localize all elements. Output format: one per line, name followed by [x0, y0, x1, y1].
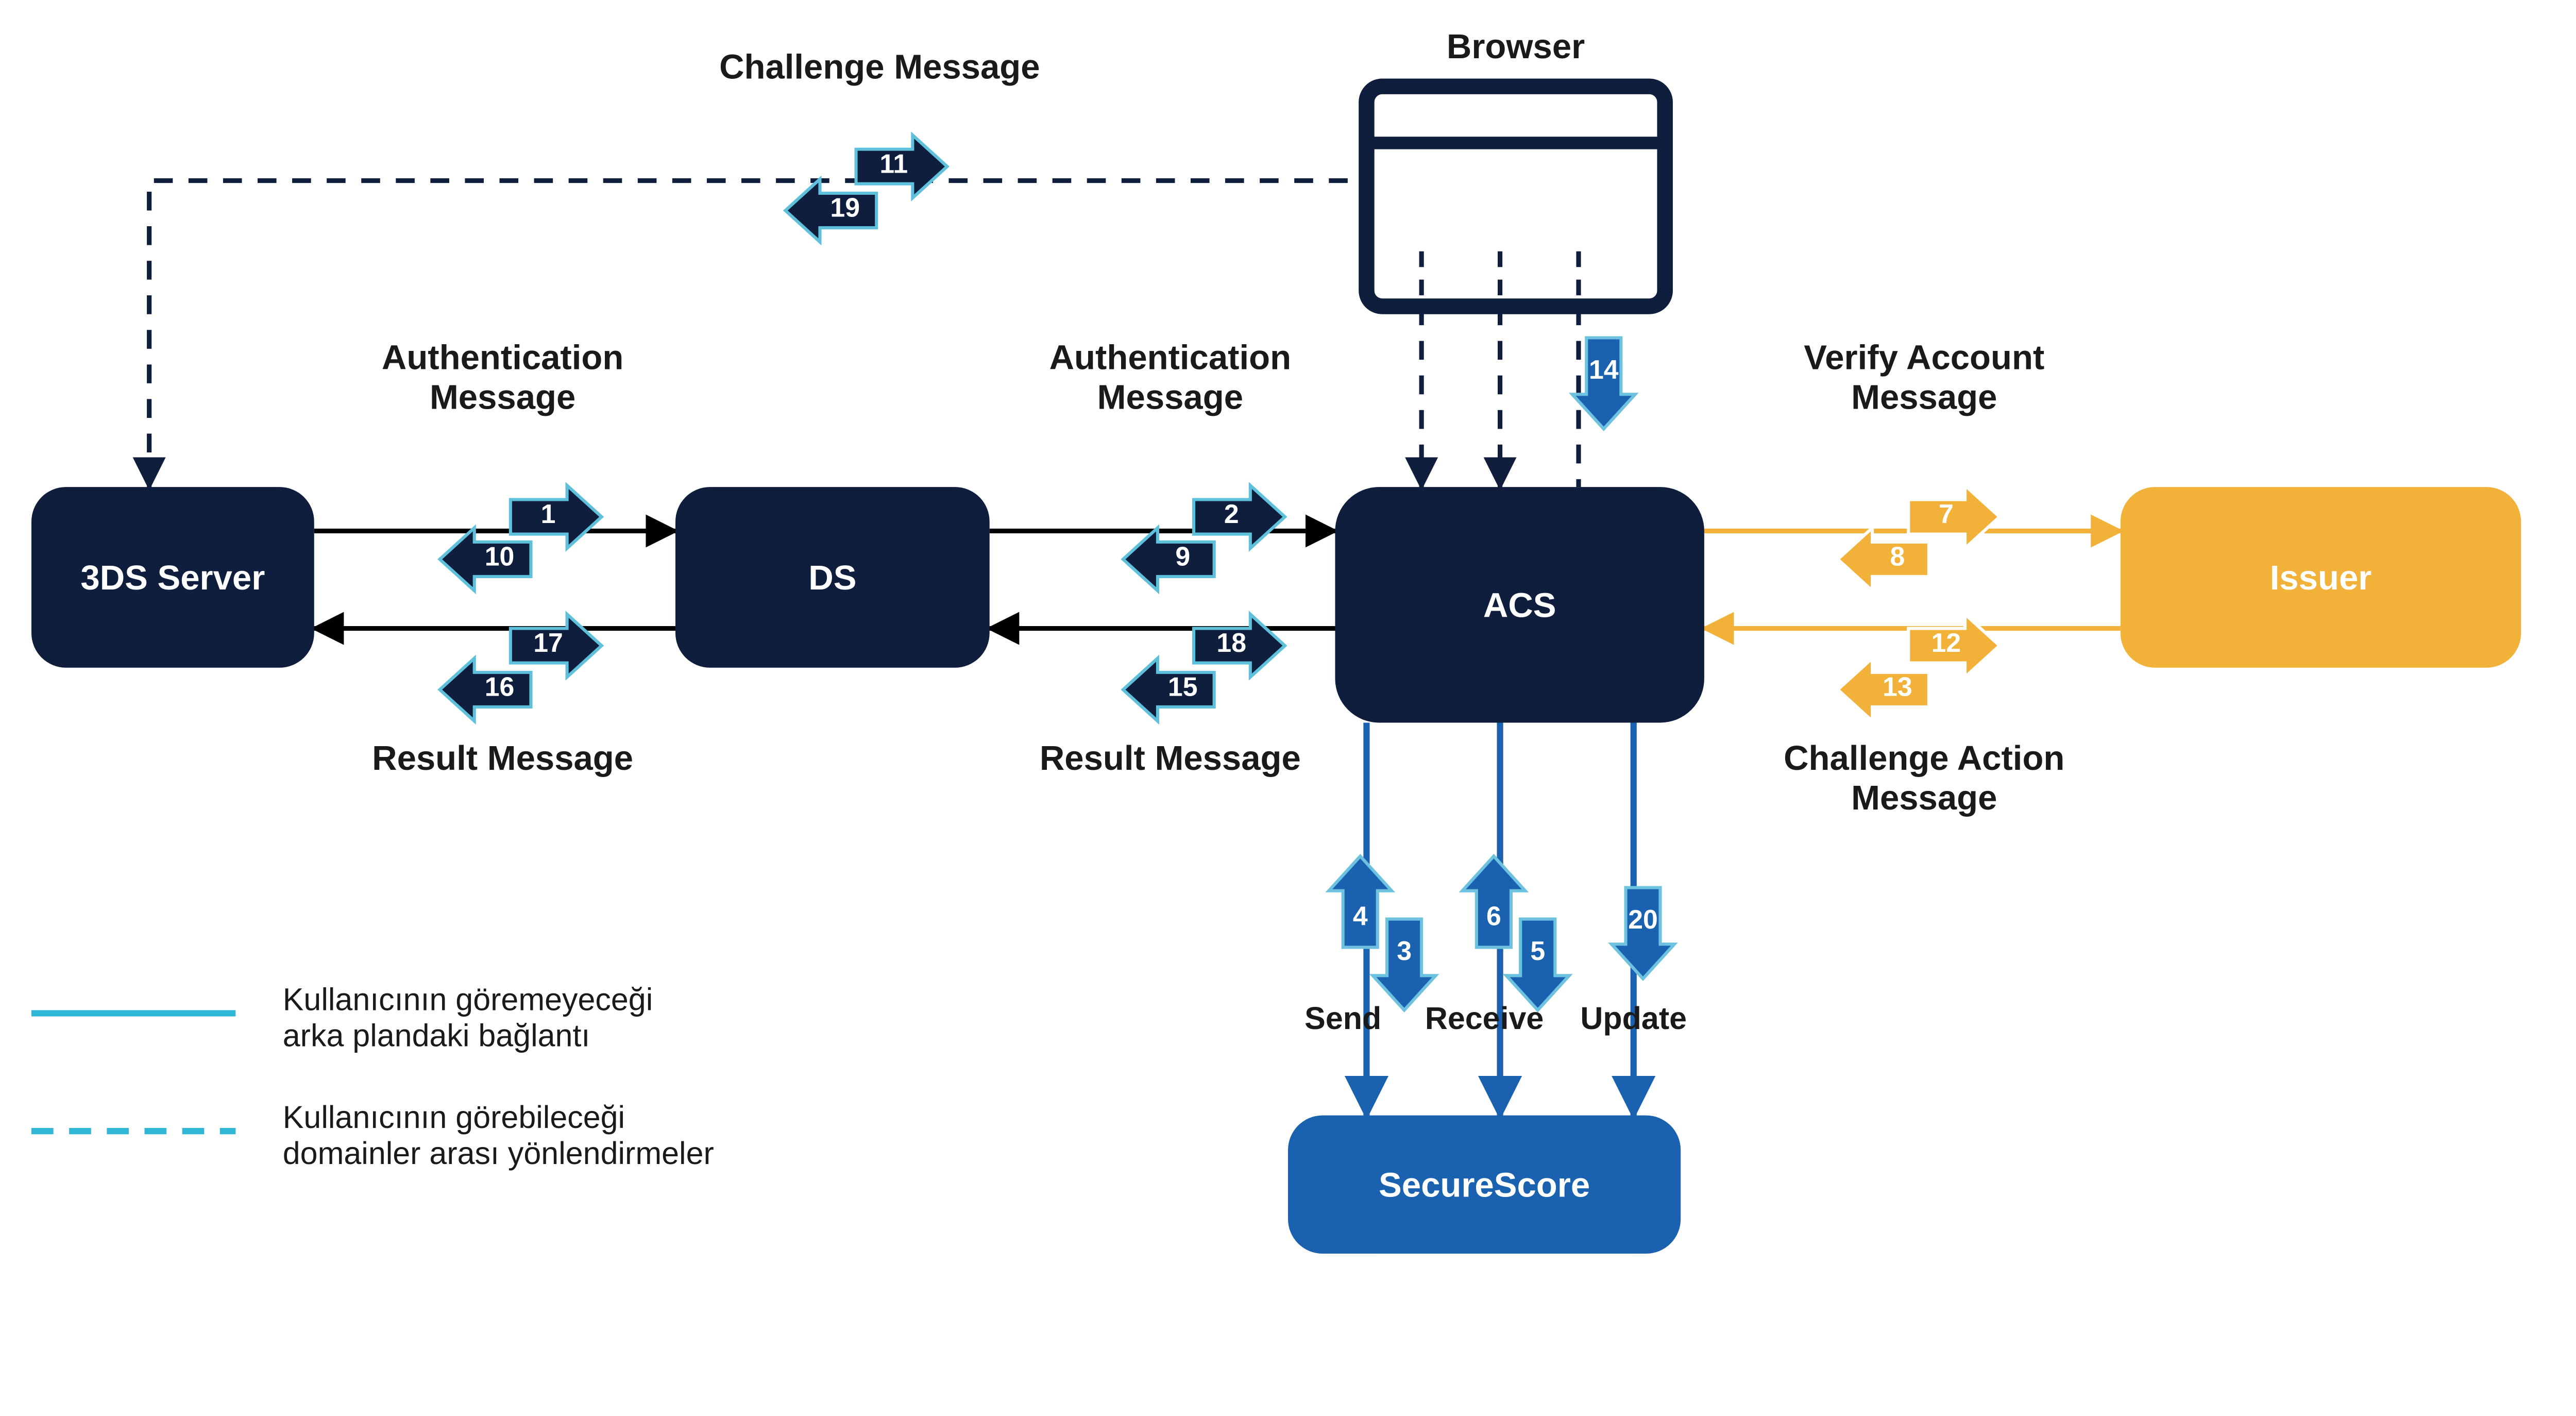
step-arrow-3: 3 [1373, 919, 1436, 1010]
svg-text:Issuer: Issuer [2270, 559, 2372, 597]
step-arrow-19: 19 [785, 179, 876, 242]
svg-text:Message: Message [1097, 378, 1243, 417]
step-arrow-4: 4 [1329, 856, 1392, 948]
step-arrow-1: 1 [511, 485, 602, 548]
svg-text:SecureScore: SecureScore [1379, 1166, 1590, 1204]
svg-text:18: 18 [1216, 628, 1246, 658]
svg-text:Message: Message [1851, 378, 1997, 417]
svg-text:10: 10 [485, 542, 515, 571]
svg-text:Receive: Receive [1425, 1001, 1544, 1036]
svg-text:8: 8 [1890, 542, 1905, 571]
svg-text:17: 17 [533, 628, 563, 658]
step-arrow-16: 16 [440, 658, 531, 721]
node-issuer: Issuer [2121, 487, 2521, 668]
svg-text:13: 13 [1883, 672, 1912, 702]
svg-text:6: 6 [1486, 901, 1501, 931]
svg-text:Message: Message [430, 378, 575, 417]
step-arrow-10: 10 [440, 528, 531, 591]
svg-text:1: 1 [541, 499, 556, 529]
svg-text:Challenge Message: Challenge Message [719, 47, 1040, 86]
step-arrow-13: 13 [1838, 658, 1929, 721]
svg-text:Result Message: Result Message [1040, 739, 1301, 778]
step-arrow-9: 9 [1123, 528, 1214, 591]
node-ds: DS [675, 487, 990, 668]
node-acs: ACS [1335, 487, 1704, 722]
svg-text:DS: DS [808, 559, 856, 597]
svg-text:4: 4 [1353, 901, 1368, 931]
step-arrow-7: 7 [1908, 485, 1999, 548]
step-arrow-15: 15 [1123, 658, 1214, 721]
step-arrow-6: 6 [1462, 856, 1525, 948]
svg-text:Kullanıcının göremeyeceği: Kullanıcının göremeyeceği [283, 982, 653, 1017]
svg-text:Browser: Browser [1447, 27, 1585, 66]
step-arrow-2: 2 [1194, 485, 1285, 548]
step-arrow-18: 18 [1194, 614, 1285, 677]
svg-text:20: 20 [1628, 904, 1658, 934]
svg-text:14: 14 [1589, 355, 1619, 384]
svg-text:Authentication: Authentication [1049, 338, 1291, 377]
svg-text:16: 16 [485, 672, 515, 702]
step-arrow-8: 8 [1838, 528, 1929, 591]
flow-diagram: Browser 3DS Server DS ACS Issuer SecureScore C… [0, 0, 2576, 1288]
svg-text:15: 15 [1168, 672, 1198, 702]
svg-text:Kullanıcının görebileceği: Kullanıcının görebileceği [283, 1100, 625, 1135]
step-arrow-14: 14 [1572, 338, 1635, 429]
svg-text:Result Message: Result Message [372, 739, 633, 778]
svg-text:domainler arası yönlendirmeler: domainler arası yönlendirmeler [283, 1136, 714, 1171]
svg-text:9: 9 [1175, 542, 1190, 571]
svg-text:Challenge Action: Challenge Action [1784, 739, 2064, 778]
node-secure: SecureScore [1288, 1116, 1681, 1254]
svg-text:12: 12 [1931, 628, 1961, 658]
svg-text:3DS Server: 3DS Server [80, 559, 265, 597]
step-arrow-20: 20 [1612, 888, 1674, 979]
step-arrow-12: 12 [1908, 614, 1999, 677]
svg-text:Authentication: Authentication [382, 338, 623, 377]
step-arrow-11: 11 [856, 135, 947, 198]
svg-text:3: 3 [1397, 936, 1412, 966]
browser-icon: Browser [1366, 27, 1665, 307]
svg-text:Verify Account: Verify Account [1804, 338, 2044, 377]
svg-text:19: 19 [830, 193, 860, 223]
svg-text:Send: Send [1304, 1001, 1381, 1036]
node-server3ds: 3DS Server [31, 487, 314, 668]
svg-text:11: 11 [879, 148, 908, 178]
svg-text:Update: Update [1580, 1001, 1687, 1036]
svg-text:arka plandaki bağlantı: arka plandaki bağlantı [283, 1018, 590, 1053]
svg-text:Message: Message [1851, 779, 1997, 817]
svg-text:2: 2 [1224, 499, 1239, 529]
step-arrow-17: 17 [511, 614, 602, 677]
svg-text:7: 7 [1939, 499, 1954, 529]
svg-text:5: 5 [1530, 936, 1545, 966]
step-arrow-5: 5 [1506, 919, 1569, 1010]
svg-text:ACS: ACS [1483, 586, 1556, 625]
